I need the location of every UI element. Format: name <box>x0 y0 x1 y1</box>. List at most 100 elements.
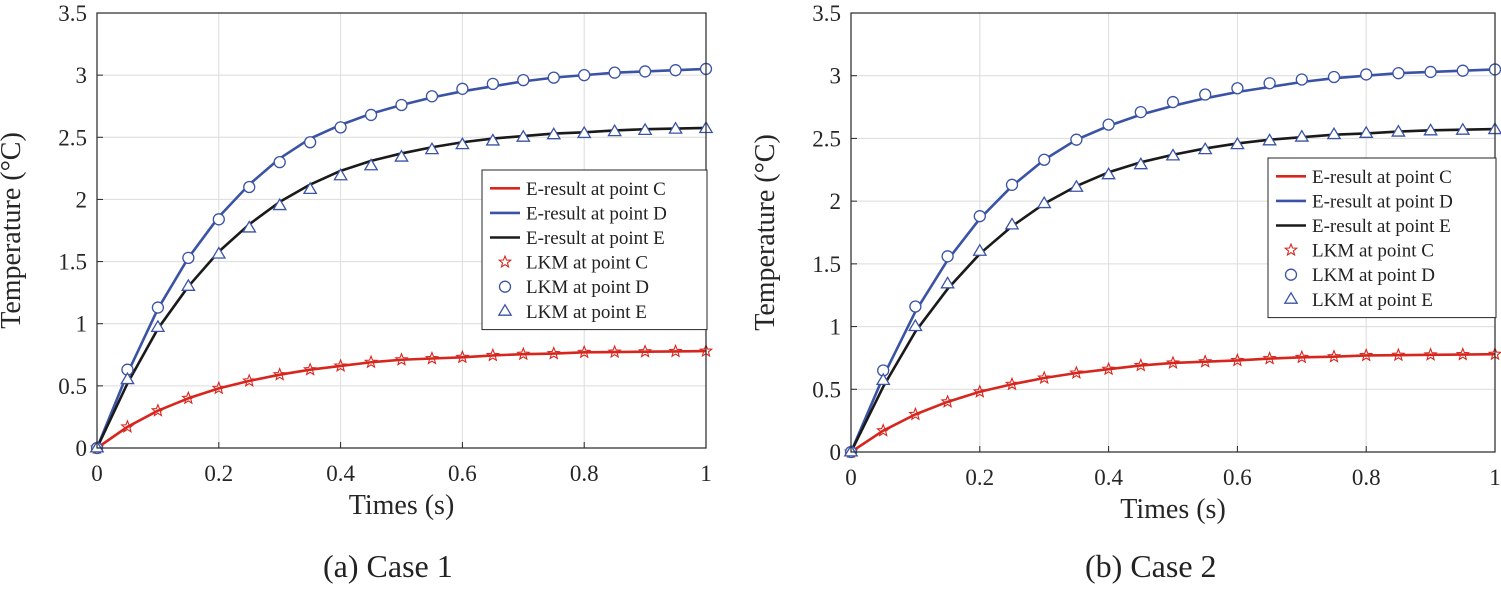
data-point <box>1231 82 1244 95</box>
data-point <box>151 301 165 314</box>
data-point <box>394 352 409 366</box>
data-point <box>1134 105 1147 119</box>
data-point <box>302 181 318 195</box>
data-point <box>1133 156 1149 170</box>
x-tick-label: 1 <box>1489 465 1501 490</box>
data-point <box>576 125 592 139</box>
data-point <box>1101 167 1116 180</box>
data-point <box>1004 217 1020 230</box>
data-point <box>364 108 378 122</box>
data-point <box>455 349 470 364</box>
x-tick-label: 0.8 <box>1352 465 1381 490</box>
data-point <box>1197 141 1213 155</box>
data-point <box>425 90 439 103</box>
data-point <box>182 251 195 264</box>
x-tick-label: 0.4 <box>326 461 355 486</box>
data-point <box>1005 178 1019 191</box>
y-tick-label: 2.5 <box>812 126 841 151</box>
data-point <box>940 394 955 408</box>
data-point <box>1423 123 1438 136</box>
x-tick-label: 0.4 <box>1094 465 1123 490</box>
chart-caption: (a) Case 1 <box>323 548 453 584</box>
data-point <box>637 344 653 358</box>
data-point <box>577 344 592 359</box>
data-point <box>1423 347 1438 361</box>
data-point <box>608 66 621 79</box>
data-point <box>455 136 470 150</box>
data-point <box>638 65 652 78</box>
x-tick-label: 0.6 <box>1223 465 1252 490</box>
legend-entry: LKM at point E <box>1312 290 1433 311</box>
data-point <box>1456 64 1469 77</box>
data-point <box>1165 355 1181 370</box>
data-point <box>1036 195 1052 209</box>
data-point <box>1069 179 1084 192</box>
data-point <box>1358 125 1374 138</box>
y-tick-label: 3.5 <box>58 1 87 26</box>
data-point <box>909 300 922 313</box>
data-point <box>181 278 196 291</box>
data-point <box>333 168 348 181</box>
y-tick-label: 1 <box>830 315 842 340</box>
y-axis-label: Temperature (°C) <box>0 132 27 329</box>
data-point <box>973 210 986 223</box>
data-point <box>669 64 682 77</box>
data-point <box>516 346 531 361</box>
data-point <box>607 344 622 359</box>
data-point <box>1391 124 1406 137</box>
data-point <box>1424 65 1437 79</box>
data-point <box>212 213 225 226</box>
data-point <box>972 243 988 256</box>
data-point <box>424 351 440 365</box>
series-markers <box>89 343 714 455</box>
data-point <box>120 419 135 433</box>
y-tick-label: 0.5 <box>812 377 841 402</box>
data-point <box>1326 126 1342 140</box>
x-tick-label: 0 <box>91 461 103 486</box>
data-point <box>1230 352 1245 367</box>
data-point <box>876 423 891 437</box>
data-point <box>241 220 257 233</box>
y-axis-label: Temperature (°C) <box>750 134 781 331</box>
y-tick-label: 2 <box>76 187 88 212</box>
legend-box <box>1267 157 1497 319</box>
data-point <box>908 318 923 332</box>
data-point <box>607 123 622 137</box>
data-point <box>1004 376 1020 391</box>
data-point <box>394 149 409 162</box>
data-point <box>1133 357 1148 372</box>
chart-panel-case-2: 0 0.2 0.4 0.6 0.8 1 0 0.5 1 1.5 2 2.5 3 3.5 Times (s) T… <box>750 0 1501 592</box>
y-tick-label: 3 <box>830 64 842 89</box>
y-tick-label: 0 <box>76 436 88 461</box>
y-tick-label: 3 <box>76 63 88 88</box>
legend-entry: LKM at point C <box>1312 241 1434 262</box>
data-point <box>972 384 987 398</box>
data-point <box>546 346 561 360</box>
data-point <box>1166 95 1180 109</box>
x-tick-label: 0.2 <box>204 461 233 486</box>
data-point <box>150 403 166 417</box>
y-tick-label: 1.5 <box>58 250 87 275</box>
data-point <box>1102 118 1115 131</box>
data-point <box>1326 349 1342 363</box>
x-tick-label: 0.6 <box>448 461 477 486</box>
legend-box <box>481 169 708 331</box>
data-point <box>272 197 288 211</box>
y-tick-label: 0 <box>830 440 842 465</box>
legend-entry: LKM at point D <box>526 277 649 298</box>
legend-swatch <box>497 303 513 316</box>
y-tick-label: 2.5 <box>58 125 87 150</box>
data-point <box>211 246 227 259</box>
legend-entry: LKM at point D <box>1312 265 1435 286</box>
data-point <box>941 250 954 263</box>
data-point <box>1262 133 1277 146</box>
data-point <box>363 158 379 171</box>
data-point <box>1230 136 1245 150</box>
data-point <box>211 380 226 395</box>
data-point <box>1360 68 1373 81</box>
data-point <box>243 180 256 194</box>
series-line <box>96 349 707 450</box>
data-point <box>1392 67 1405 80</box>
data-point <box>1165 148 1181 161</box>
legend-swatch <box>1284 268 1298 281</box>
